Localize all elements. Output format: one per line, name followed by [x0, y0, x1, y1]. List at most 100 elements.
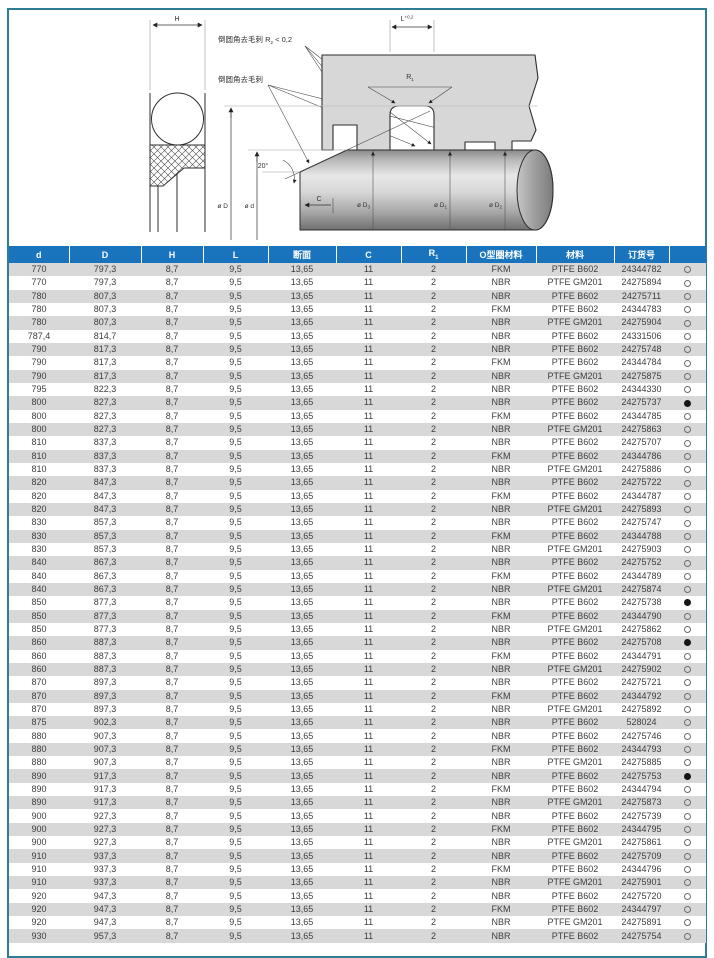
cell: 907,3 — [93, 757, 117, 768]
cell: 11 — [363, 690, 374, 701]
cell: 24275721 — [621, 677, 662, 688]
cell: PTFE B602 — [551, 637, 599, 648]
availability-cell — [669, 823, 706, 836]
availability-cell — [669, 903, 706, 916]
cell: 13,65 — [290, 490, 314, 501]
cell: 24331506 — [621, 330, 662, 341]
cell: NBR — [491, 890, 511, 901]
cell: 850 — [31, 610, 47, 621]
cell: 9,5 — [229, 624, 242, 635]
cell: 9,5 — [229, 584, 242, 595]
cell: 24344787 — [621, 490, 662, 501]
cell: 8,7 — [165, 717, 179, 728]
availability-cell — [669, 809, 706, 822]
table-row: 850 877,3 8,7 9,5 13,65 11 2 NBR PTFE GM201 24275… — [9, 622, 706, 637]
cell: 24275720 — [621, 890, 662, 901]
cell: PTFE B602 — [551, 517, 599, 528]
cell: NBR — [491, 424, 511, 435]
cell: 810 — [31, 464, 47, 475]
cell: 11 — [363, 890, 374, 901]
cell: 11 — [363, 317, 374, 328]
cell: FKM — [491, 903, 511, 914]
cell: NBR — [491, 717, 511, 728]
table-row: 875 902,3 8,7 9,5 13,65 11 2 NBR PTFE B602 528024 — [9, 716, 706, 730]
cell: 11 — [363, 304, 374, 315]
table-row: 820 847,3 8,7 9,5 13,65 11 2 NBR PTFE B602 242757… — [9, 476, 706, 490]
table-row: 920 947,3 8,7 9,5 13,65 11 2 NBR PTFE B602 242757… — [9, 889, 706, 903]
cell: 9,5 — [229, 770, 242, 781]
open-circle-icon — [684, 532, 691, 540]
cell: PTFE GM201 — [547, 370, 603, 381]
cell: 897,3 — [93, 703, 117, 714]
table-row: 910 937,3 8,7 9,5 13,65 11 2 NBR PTFE B602 242757… — [9, 849, 706, 863]
cell: 9,5 — [229, 290, 242, 301]
cell: 947,3 — [93, 917, 117, 928]
cell: 8,7 — [165, 330, 179, 341]
cell: NBR — [491, 757, 511, 768]
cell: 897,3 — [93, 690, 117, 701]
cell: 11 — [363, 530, 374, 541]
cell: 770 — [31, 277, 47, 288]
cell: 11 — [363, 450, 374, 461]
cell: 9,5 — [229, 490, 242, 501]
cell: 24275754 — [621, 930, 662, 941]
cell: 11 — [363, 330, 374, 341]
cell: 817,3 — [93, 370, 117, 381]
cell: 2 — [430, 330, 436, 341]
availability-cell — [669, 423, 706, 436]
cell: NBR — [491, 397, 511, 408]
cell: PTFE B602 — [551, 557, 599, 568]
cell: 810 — [31, 437, 47, 448]
cell: 847,3 — [93, 477, 117, 488]
cell: 790 — [31, 357, 47, 368]
cell: PTFE B602 — [551, 650, 599, 661]
cell: 13,65 — [290, 677, 314, 688]
cell: 24275739 — [621, 810, 662, 821]
cell: 13,65 — [290, 664, 314, 674]
h-dimension: H — [149, 16, 206, 90]
table-row: 920 947,3 8,7 9,5 13,65 11 2 FKM PTFE B602 243447… — [9, 902, 706, 917]
cell: 11 — [363, 837, 374, 848]
availability-cell — [669, 836, 706, 849]
cell: 2 — [430, 570, 436, 581]
table-row: 870 897,3 8,7 9,5 13,65 11 2 NBR PTFE GM201 24275… — [9, 702, 706, 717]
availability-cell — [669, 716, 706, 729]
cell: 11 — [363, 863, 374, 874]
cell: 840 — [31, 570, 47, 581]
open-circle-icon — [684, 559, 691, 567]
cell: 847,3 — [93, 504, 117, 515]
cell: NBR — [491, 344, 511, 355]
table-row: 770 797,3 8,7 9,5 13,65 11 2 NBR PTFE GM201 24275… — [9, 276, 706, 290]
cell: 9,5 — [229, 664, 242, 674]
cell: 8,7 — [165, 530, 179, 541]
cell: 877,3 — [93, 597, 117, 608]
cell: 9,5 — [229, 370, 242, 381]
open-circle-icon — [684, 586, 691, 594]
availability-cell — [669, 916, 706, 929]
cell: 13,65 — [290, 477, 314, 488]
cell: 807,3 — [93, 304, 117, 315]
column-header: L — [202, 246, 268, 263]
availability-cell — [669, 476, 706, 489]
o-ring-circle — [151, 92, 204, 146]
cell: 9,5 — [229, 504, 242, 515]
cell: 780 — [31, 304, 47, 315]
table-row: 890 917,3 8,7 9,5 13,65 11 2 FKM PTFE B602 243447… — [9, 782, 706, 797]
cell: NBR — [491, 317, 511, 328]
cell: 13,65 — [290, 370, 314, 381]
cell: 910 — [31, 877, 47, 888]
cell: 2 — [430, 770, 436, 781]
open-circle-icon — [684, 479, 691, 487]
table-row: 850 877,3 8,7 9,5 13,65 11 2 FKM PTFE B602 243447… — [9, 609, 706, 623]
cell: 11 — [363, 597, 374, 608]
cell: 2 — [430, 690, 436, 701]
open-circle-icon — [684, 826, 691, 834]
installation-diagram: H 倒圆角去毛刺 R2 < 0,2 倒圆角去毛刺 L+0,2 — [149, 15, 554, 240]
cell: 13,65 — [290, 690, 314, 701]
cell: NBR — [491, 730, 511, 741]
cell: PTFE B602 — [551, 397, 599, 408]
cell: 827,3 — [93, 424, 117, 435]
cell: 13,65 — [290, 464, 314, 475]
availability-cell — [669, 769, 706, 782]
cell: PTFE B602 — [551, 770, 599, 781]
